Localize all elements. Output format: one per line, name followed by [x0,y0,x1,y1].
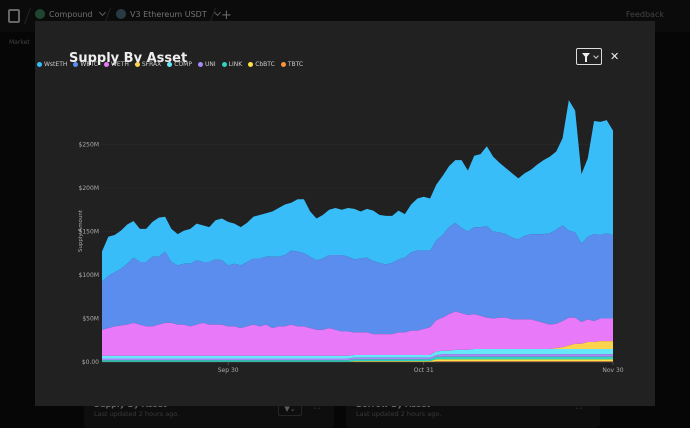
feedback-button[interactable]: Feedback [625,10,664,19]
legend-item-weth[interactable]: WETH [103,61,129,68]
expand-icon[interactable]: ⛶ [576,402,582,411]
legend-swatch [248,62,254,67]
legend-label: LINK [228,61,243,68]
legend-label: UNI [204,61,216,68]
legend-label: WBTC [80,61,98,68]
legend-item-comp[interactable]: COMP [167,61,192,68]
legend-item-wsteth[interactable]: WstETH [37,61,67,68]
y-tick-label: $250M [79,142,99,149]
series-area-weth [102,311,613,356]
legend-item-link[interactable]: LINK [221,61,243,68]
filter-icon [582,53,590,62]
legend-label: SFRAX [141,61,162,68]
breadcrumb-protocol-label: Compound [49,9,93,19]
legend-label: CbBTC [255,61,275,68]
add-icon[interactable]: + [221,8,232,23]
modal-title: Supply By Asset [69,51,188,66]
expand-icon[interactable]: ⛶ [314,402,320,411]
series-area-comp [102,348,613,359]
app-logo-icon[interactable] [8,9,20,23]
card-updated: Last updated 2 hours ago. [356,410,442,418]
y-tick-label: $150M [79,229,99,236]
y-tick-label: $200M [79,185,99,192]
breadcrumb-market-label: V3 Ethereum USDT [130,9,207,19]
market-nav-item[interactable]: Market [9,39,30,46]
series-area-wsteth [102,100,613,282]
series-area-wbtc [102,222,613,335]
y-tick-label: $100M [79,272,99,279]
legend-label: WETH [110,61,129,68]
filter-button[interactable] [576,48,602,65]
series-area-link [102,356,613,362]
x-tick-label: Oct 31 [414,367,434,374]
legend-label: TBTC [287,61,304,68]
legend-swatch [103,62,109,67]
legend-item-tbtc[interactable]: TBTC [280,61,304,68]
y-tick-label: $50M [82,316,99,323]
x-tick-label: Sep 30 [218,367,239,374]
legend-swatch [280,62,286,67]
legend-swatch [197,62,203,67]
legend-swatch [73,62,79,67]
legend-label: COMP [174,61,192,68]
legend-item-wbtc[interactable]: WBTC [73,61,98,68]
supply-area-chart: $0.00 $50M $100M $150M $200M $250M Sep 30 Oct 3… [78,100,624,374]
legend-swatch [134,62,140,67]
series-area-uni [102,354,613,361]
legend-swatch [37,62,42,67]
close-button[interactable]: ✕ [610,50,620,63]
chart-legend: WstETH WBTC WETH SFRAX COMP UNI LINK CbBTC TBTC [37,61,303,68]
legend-label: WstETH [44,61,68,68]
compound-icon [35,9,45,19]
breadcrumb-market[interactable]: V3 Ethereum USDT [116,8,221,19]
legend-item-sfrax[interactable]: SFRAX [134,61,162,68]
legend-swatch [221,62,227,67]
legend-swatch [167,62,173,67]
legend-item-uni[interactable]: UNI [197,61,216,68]
ethereum-icon [116,9,126,19]
y-axis-label: Supply Amount [78,209,84,252]
y-tick-label: $0.00 [82,359,99,366]
series-area-cbbtc [102,359,613,362]
card-updated: Last updated 2 hours ago. [94,410,180,418]
legend-item-cbbtc[interactable]: CbBTC [248,61,275,68]
x-tick-label: Nov 30 [602,367,623,374]
breadcrumb-protocol[interactable]: Compound [35,8,107,19]
